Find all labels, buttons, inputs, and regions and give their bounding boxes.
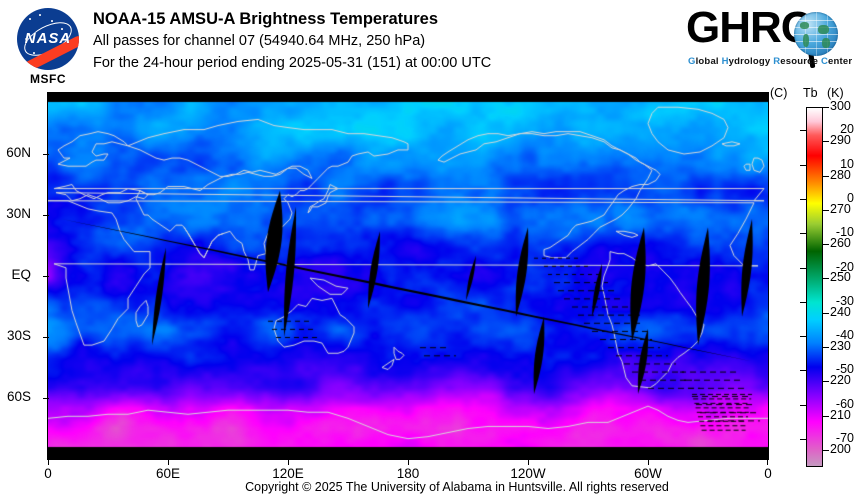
colorbar-gradient — [807, 108, 822, 466]
colorbar-label-kelvin: 230 — [830, 339, 851, 353]
longitude-tick-label: 120E — [272, 466, 304, 481]
colorbar-label-celsius: -60 — [835, 396, 854, 411]
latitude-tick-mark — [43, 276, 49, 277]
longitude-tick-mark — [408, 459, 409, 465]
ghrc-logo: GHRC Global Hydrology Resource Center — [686, 3, 852, 76]
colorbar-label-kelvin: 220 — [830, 373, 851, 388]
colorbar-tick-celsius — [800, 439, 806, 441]
longitude-tick-label: 0 — [44, 466, 52, 481]
colorbar-tick-kelvin — [823, 347, 829, 348]
colorbar-label-kelvin: 270 — [830, 201, 851, 216]
latitude-axis: 60N 30N EQ 30S 60S — [0, 93, 42, 459]
colorbar-tick-kelvin — [823, 244, 829, 246]
colorbar-unit-celsius: (C) — [770, 86, 788, 100]
colorbar-tick-kelvin — [823, 278, 829, 280]
title-block: NOAA-15 AMSU-A Brightness Temperatures A… — [93, 8, 491, 74]
longitude-tick-label: 180 — [396, 466, 420, 481]
latitude-tick-mark — [43, 215, 49, 216]
colorbar-tick-kelvin — [823, 107, 829, 108]
colorbar-label-kelvin: 300 — [830, 99, 851, 113]
longitude-tick-mark — [528, 459, 529, 465]
colorbar-label-celsius: -20 — [835, 259, 854, 274]
colorbar-label-kelvin: 210 — [830, 407, 851, 422]
colorbar-tick-celsius — [800, 199, 806, 201]
colorbar-label-celsius: -10 — [835, 225, 854, 240]
latitude-tick-label: EQ — [11, 267, 31, 282]
colorbar-label-celsius: 20 — [840, 122, 854, 137]
colorbar-tick-celsius — [800, 370, 806, 372]
colorbar-label-celsius: -30 — [835, 293, 854, 308]
colorbar-label-kelvin: 290 — [830, 133, 851, 148]
latitude-tick-label: 30N — [6, 206, 31, 221]
colorbar-tick-kelvin — [823, 449, 829, 451]
brightness-temperature-map[interactable] — [48, 93, 768, 459]
colorbar-tick-kelvin — [823, 209, 829, 211]
longitude-tick-label: 120W — [510, 466, 546, 481]
longitude-tick-label: 60W — [634, 466, 662, 481]
colorbar-tick-celsius — [800, 233, 806, 235]
colorbar-tick-kelvin — [823, 415, 829, 417]
nasa-logo: NASA MSFC — [10, 6, 84, 90]
colorbar-tick-kelvin — [823, 312, 829, 314]
colorbar-tick-celsius — [800, 336, 806, 338]
longitude-tick-mark — [767, 459, 768, 465]
colorbar-tick-celsius — [800, 404, 806, 406]
latitude-tick-mark — [43, 337, 49, 338]
nasa-meatball-icon: NASA — [17, 8, 79, 70]
latitude-tick-label: 60N — [6, 145, 31, 160]
colorbar-unit-kelvin: (K) — [827, 86, 844, 100]
subtitle-channel: All passes for channel 07 (54940.64 MHz,… — [93, 33, 426, 49]
colorbar-tick-kelvin — [823, 175, 829, 177]
copyright-notice: Copyright © 2025 The University of Alaba… — [0, 480, 854, 494]
colorbar: (C) Tb (K) 20 10 0 -10 -20 -30 -40 -50 -60 -70 300… — [770, 86, 854, 467]
copyright-text: Copyright © 2025 The University of Alaba… — [245, 480, 669, 494]
colorbar-label-kelvin: 280 — [830, 167, 851, 182]
colorbar-tick-kelvin — [823, 381, 829, 383]
colorbar-tick-celsius — [800, 267, 806, 269]
colorbar-label-kelvin: 200 — [830, 441, 851, 456]
colorbar-tick-celsius — [800, 301, 806, 303]
map-plot-area[interactable] — [48, 93, 768, 459]
longitude-tick-mark — [168, 459, 169, 465]
colorbar-label-celsius: -50 — [835, 362, 854, 377]
longitude-tick-mark — [288, 459, 289, 465]
latitude-tick-label: 30S — [6, 328, 31, 343]
colorbar-tick-celsius — [800, 164, 806, 166]
longitude-axis: 0 60E 120E 180 120W 60W 0 — [44, 459, 772, 483]
ghrc-tagline: Global Hydrology Resource Center — [688, 56, 853, 67]
colorbar-gradient-bar — [806, 107, 823, 467]
colorbar-label-celsius: -70 — [835, 431, 854, 446]
longitude-tick-label: 0 — [764, 466, 772, 481]
latitude-tick-mark — [43, 398, 49, 399]
longitude-tick-mark — [48, 459, 49, 465]
page-title: NOAA-15 AMSU-A Brightness Temperatures — [93, 10, 439, 28]
colorbar-celsius-scale — [770, 86, 800, 488]
longitude-tick-mark — [648, 459, 649, 465]
colorbar-label-celsius: 0 — [847, 191, 854, 206]
colorbar-label-kelvin: 240 — [830, 304, 851, 319]
colorbar-label-celsius: 10 — [840, 156, 854, 171]
latitude-tick-label: 60S — [6, 389, 31, 404]
colorbar-tick-celsius — [800, 130, 806, 132]
colorbar-label-kelvin: 250 — [830, 270, 851, 285]
longitude-tick-label: 60E — [155, 466, 181, 481]
colorbar-variable: Tb — [803, 86, 818, 100]
colorbar-tick-kelvin — [823, 141, 829, 143]
msfc-label: MSFC — [30, 72, 66, 86]
ghrc-wordmark: GHRC — [686, 3, 813, 52]
nasa-wordmark: NASA — [24, 30, 72, 47]
subtitle-period: For the 24-hour period ending 2025-05-31… — [93, 55, 492, 71]
globe-icon — [794, 12, 838, 56]
colorbar-label-celsius: -40 — [835, 328, 854, 343]
colorbar-label-kelvin: 260 — [830, 236, 851, 251]
latitude-tick-mark — [43, 154, 49, 155]
